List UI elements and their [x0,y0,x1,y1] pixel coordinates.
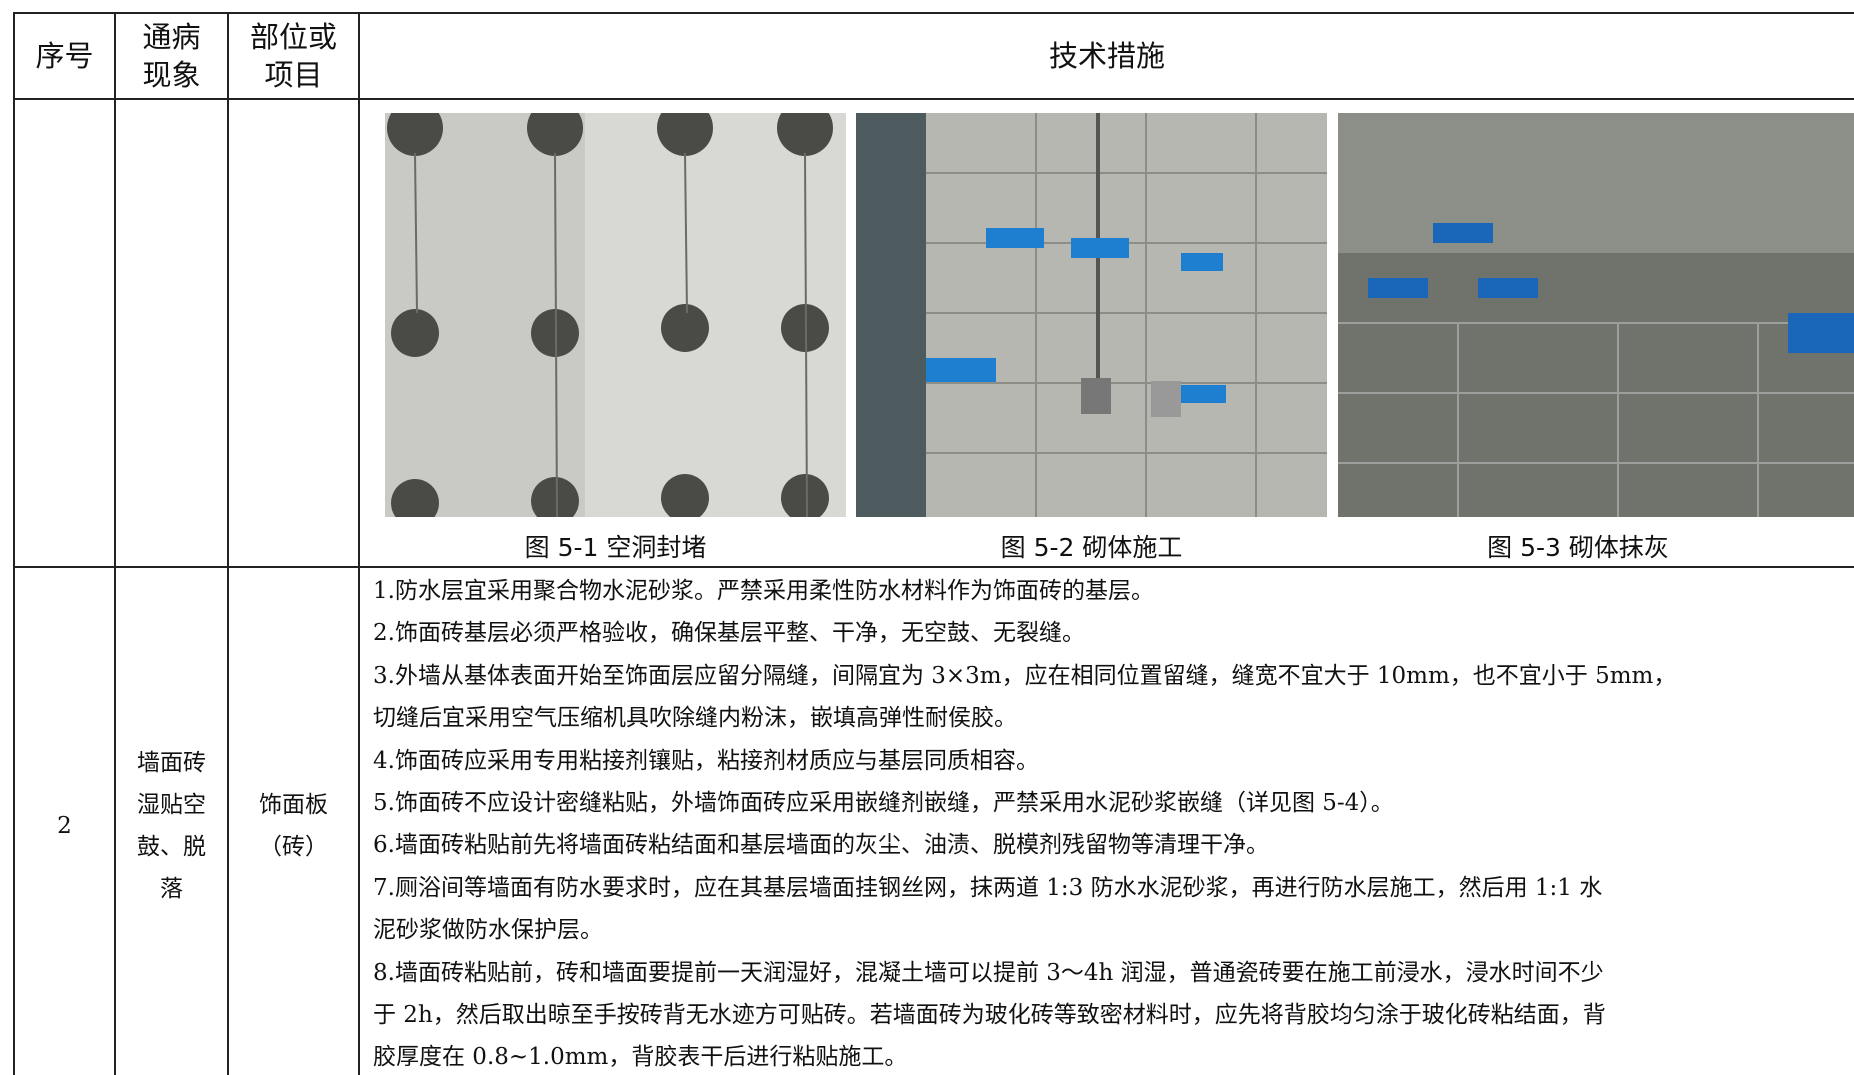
text-line: 墙面砖 [137,750,206,776]
text-line: 落 [160,876,183,902]
text-line: 7.厕浴间等墙面有防水要求时，应在其基层墙面挂钢丝网，抹两道 1:3 防水水泥砂… [373,874,1603,901]
header-cell: 技术措施 [360,14,1854,98]
text-line: 湿贴空 [137,792,206,818]
text-line: 胶厚度在 0.8~1.0mm，背胶表干后进行粘贴施工。 [373,1044,908,1071]
text-line: 部位或 [249,20,337,54]
text-line: 8.墙面砖粘贴前，砖和墙面要提前一天润湿好，混凝土墙可以提前 3～4h 润湿，普… [373,959,1604,986]
photo-masonry [856,113,1327,517]
text-line: 3.外墙从基体表面开始至饰面层应留分隔缝，间隔宜为 3×3m，应在相同位置留缝，… [373,662,1677,689]
text-line: 6.墙面砖粘贴前先将墙面砖粘结面和基层墙面的灰尘、油渍、脱模剂残留物等清理干净。 [373,832,1269,859]
text-line: 泥砂浆做防水保护层。 [373,917,603,944]
text-line: 项目 [264,58,323,92]
photo-hole-sealing [385,113,846,517]
location-cell: 饰面板 （砖） [229,568,358,1075]
table-border [13,12,15,1075]
text-line: 技术措施 [1048,39,1165,73]
text-line: 2.饰面砖基层必须严格验收，确保基层平整、干净，无空鼓、无裂缝。 [373,620,1085,647]
text-line: （砖） [259,834,328,860]
figure-caption: 图 5-1 空洞封堵 [524,533,707,562]
text-line: 1.防水层宜采用聚合物水泥砂浆。严禁采用柔性防水材料作为饰面砖的基层。 [373,578,1154,604]
table-border [14,566,1854,568]
figure-caption: 图 5-2 砌体施工 [1000,533,1183,562]
text-line: 通病 [142,20,201,54]
text-line: 切缝后宜采用空气压缩机具吹除缝内粉沫，嵌填高弹性耐侯胶。 [373,705,1017,732]
figure-caption: 图 5-3 砌体抹灰 [1487,533,1669,562]
table-border [227,12,229,1075]
text-line: 4.饰面砖应采用专用粘接剂镶贴，粘接剂材质应与基层同质相容。 [373,747,1039,774]
text-line: 于 2h，然后取出晾至手按砖背无水迹方可贴砖。若墙面砖为玻化砖等致密材料时，应先… [373,1002,1606,1028]
text-line: 序号 [35,39,94,73]
row-number: 2 [57,813,72,839]
table-border [14,12,1854,14]
header-cell: 序号 [15,14,114,98]
text-line: 鼓、脱 [137,834,206,860]
header-cell: 通病 现象 [116,14,227,98]
text-line: 现象 [142,58,201,92]
table-border [114,12,116,1075]
table-border [358,12,360,1075]
table-border [14,98,1854,100]
defect-cell: 墙面砖湿贴空鼓、脱落 [116,568,227,1075]
text-line: 5.饰面砖不应设计密缝粘贴，外墙饰面砖应采用嵌缝剂嵌缝，严禁采用水泥砂浆嵌缝（详… [373,790,1394,816]
text-line: 饰面板 [259,792,328,818]
header-cell: 部位或 项目 [229,14,358,98]
photo-plastering [1338,113,1854,517]
